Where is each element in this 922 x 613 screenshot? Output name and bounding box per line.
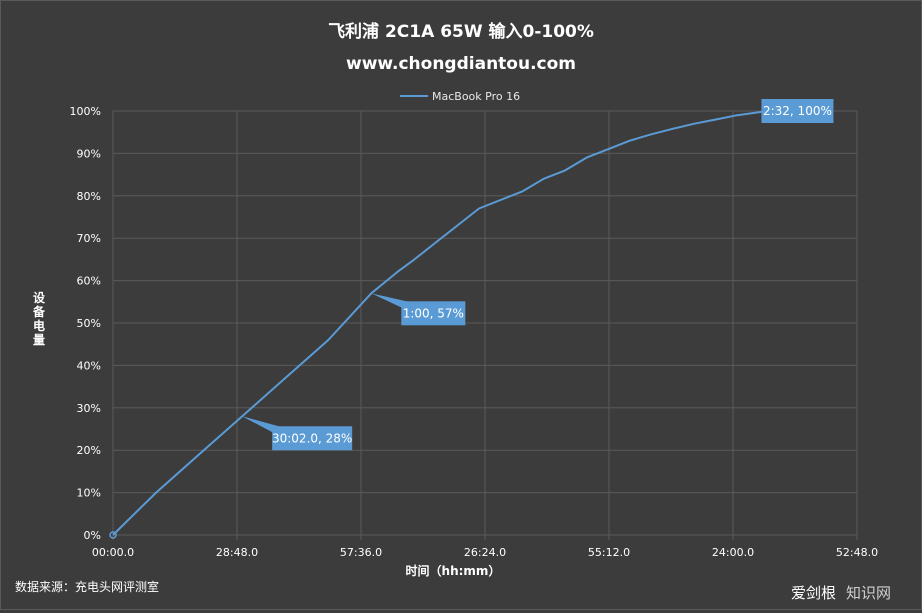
callouts: 30:02.0, 28% 1:00, 57% 2:32, 100% xyxy=(242,99,834,451)
x-tick-label: 00:00.0 xyxy=(92,546,134,559)
y-tick-label: 20% xyxy=(77,444,101,457)
callout-box xyxy=(272,426,353,451)
x-axis-label: 时间（hh:mm） xyxy=(406,563,501,578)
y-axis-ticks: 0% 10% 20% 30% 40% 50% 60% 70% 80% 90% 100% xyxy=(70,105,101,542)
source-note: 数据来源：充电头网评测室 xyxy=(15,579,159,594)
callout-label: 30:02.0, 28% xyxy=(272,431,352,445)
chart-subtitle: www.chongdiantou.com xyxy=(346,54,576,74)
series-line xyxy=(112,110,768,536)
y-tick-label: 90% xyxy=(77,147,101,160)
x-axis-ticks: 00:00.0 28:48.0 57:36.0 26:24.0 55:12.0 24:00… xyxy=(92,546,878,559)
x-tick-label: 26:24.0 xyxy=(464,546,506,559)
series-layer xyxy=(109,110,768,539)
y-tick-label: 70% xyxy=(77,232,101,245)
y-tick-label: 10% xyxy=(77,487,101,500)
x-tick-label: 28:48.0 xyxy=(216,546,258,559)
y-tick-label: 80% xyxy=(77,190,101,203)
y-tick-label: 50% xyxy=(77,317,101,330)
x-tick-label: 57:36.0 xyxy=(340,546,382,559)
watermark-text-2: 知识网 xyxy=(846,584,891,602)
watermark-text-1: 爱剑根 xyxy=(791,584,836,602)
x-tick-label: 24:00.0 xyxy=(712,546,754,559)
callout-box xyxy=(761,99,834,123)
callout-box xyxy=(401,301,466,326)
series-start-point xyxy=(109,531,117,539)
y-tick-label: 30% xyxy=(77,402,101,415)
grid xyxy=(112,110,858,540)
callout-label: 1:00, 57% xyxy=(403,306,464,320)
watermark: 爱剑根 知识网 xyxy=(791,584,891,602)
legend: MacBook Pro 16 xyxy=(400,90,520,103)
x-tick-label: 52:48.0 xyxy=(836,546,878,559)
chart-title: 飞利浦 2C1A 65W 输入0-100% xyxy=(328,21,594,42)
y-tick-label: 100% xyxy=(70,105,101,118)
y-tick-label: 40% xyxy=(77,359,101,372)
y-tick-label: 0% xyxy=(84,529,101,542)
legend-label: MacBook Pro 16 xyxy=(432,90,520,103)
y-tick-label: 60% xyxy=(77,275,101,288)
y-axis-label: 设备电量 xyxy=(32,290,46,347)
x-tick-label: 55:12.0 xyxy=(588,546,630,559)
callout-label: 2:32, 100% xyxy=(763,104,832,118)
